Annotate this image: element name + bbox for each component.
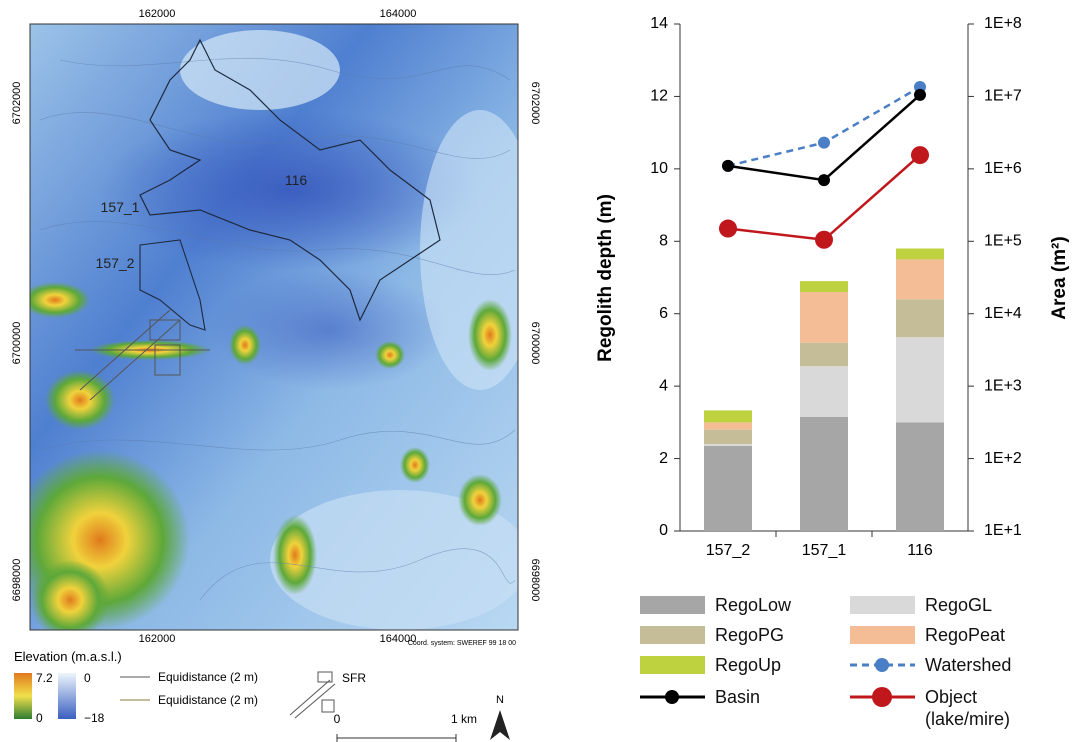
map-x-label: 164000: [380, 8, 417, 20]
map: [30, 24, 518, 630]
bar-segment: [800, 366, 848, 417]
bar-segment: [896, 422, 944, 531]
area-label: 157_2: [96, 255, 135, 271]
y2-axis-title: Area (m²): [1049, 236, 1070, 319]
y-tick-label: 10: [650, 160, 668, 177]
land-colorbar: [14, 673, 32, 719]
contour-label: Equidistance (2 m): [158, 670, 258, 684]
x-tick-label: 116: [907, 542, 933, 559]
bar-segment: [704, 429, 752, 445]
coord-system: Coord. system: SWEREF 99 18 00: [408, 640, 516, 647]
legend-swatch: [872, 687, 892, 707]
legend-label: RegoPG: [715, 625, 785, 645]
series-line: [727, 154, 921, 242]
scale-label: 1 km: [451, 712, 477, 726]
map-x-label: 162000: [139, 8, 176, 20]
y2-tick-label: 1E+4: [984, 305, 1022, 322]
legend-label: Watershed: [925, 655, 1012, 675]
bar-segment: [896, 337, 944, 423]
y-tick-label: 2: [659, 450, 668, 467]
series-line: [727, 85, 921, 168]
legend-title: Elevation (m.a.s.l.): [14, 649, 122, 664]
bar-segment: [800, 342, 848, 367]
series-point: [911, 146, 929, 165]
y2-tick-label: 1E+8: [984, 15, 1022, 32]
y2-tick-label: 1E+6: [984, 160, 1022, 177]
legend-label: RegoGL: [925, 595, 993, 615]
facility-label: SFR: [342, 671, 366, 685]
y2-tick-label: 1E+1: [984, 522, 1022, 539]
map-y-label: 6702000: [529, 82, 541, 125]
bar-segment: [704, 422, 752, 430]
series-point: [818, 174, 830, 187]
series-point: [815, 230, 833, 249]
bar-segment: [896, 299, 944, 338]
north-arrow: [490, 710, 510, 740]
y-tick-label: 4: [659, 377, 668, 394]
map-y-label: 6700000: [529, 322, 541, 365]
series-point: [722, 159, 734, 172]
y2-tick-label: 1E+7: [984, 88, 1022, 105]
map-x-label: 162000: [139, 633, 176, 645]
sea-colorbar: [58, 673, 76, 719]
bar-segment: [704, 444, 752, 446]
y-tick-label: 14: [650, 15, 668, 32]
bar-segment: [704, 445, 752, 531]
y-tick-label: 8: [659, 233, 668, 250]
legend-value: 7.2: [36, 671, 53, 685]
contour-label: Equidistance (2 m): [158, 693, 258, 707]
bar-segment: [800, 291, 848, 343]
scale-bar: [336, 734, 457, 742]
map-frame: [29, 23, 519, 631]
bar-segment: [704, 410, 752, 423]
y2-tick-label: 1E+2: [984, 450, 1022, 467]
series-point: [914, 88, 926, 101]
legend-label: RegoLow: [715, 595, 792, 615]
legend-value: 0: [36, 711, 43, 725]
map-x-label: 164000: [380, 633, 417, 645]
legend-swatch: [875, 658, 889, 672]
series-point: [818, 136, 830, 149]
legend-swatch: [850, 596, 915, 614]
y-tick-label: 12: [650, 88, 668, 105]
legend-swatch: [850, 626, 915, 644]
x-tick-label: 157_1: [802, 542, 847, 559]
legend-swatch: [665, 690, 679, 704]
series-point: [719, 219, 737, 238]
bar-segment: [800, 416, 848, 531]
legend-label: RegoPeat: [925, 625, 1006, 645]
legend-swatch: [640, 656, 705, 674]
bar-segment: [800, 281, 848, 292]
legend-swatch: [640, 626, 705, 644]
sfr-icon: [289, 671, 336, 719]
map-y-label: 6698000: [11, 559, 23, 602]
legend-value: −18: [84, 711, 105, 725]
map-y-label: 6702000: [11, 82, 23, 125]
legend-label: Basin: [715, 687, 761, 707]
y-axis-title: Regolith depth (m): [595, 194, 616, 362]
legend-label: Object (lake/mire): [925, 687, 1011, 729]
area-label: 116: [285, 172, 308, 188]
area-label: 157_1: [101, 199, 140, 215]
bar-segment: [896, 259, 944, 300]
x-tick-label: 157_2: [706, 542, 751, 559]
scale-label: 0: [334, 712, 341, 726]
y-tick-label: 6: [659, 305, 668, 322]
legend-value: 0: [84, 671, 91, 685]
north-label: N: [496, 694, 504, 706]
y2-tick-label: 1E+3: [984, 377, 1022, 394]
map-y-label: 6700000: [11, 322, 23, 365]
map-y-label: 6698000: [529, 559, 541, 602]
y2-tick-label: 1E+5: [984, 233, 1022, 250]
y-tick-label: 0: [659, 522, 668, 539]
legend-label: RegoUp: [715, 655, 782, 675]
bar-segment: [896, 248, 944, 260]
legend-swatch: [640, 596, 705, 614]
